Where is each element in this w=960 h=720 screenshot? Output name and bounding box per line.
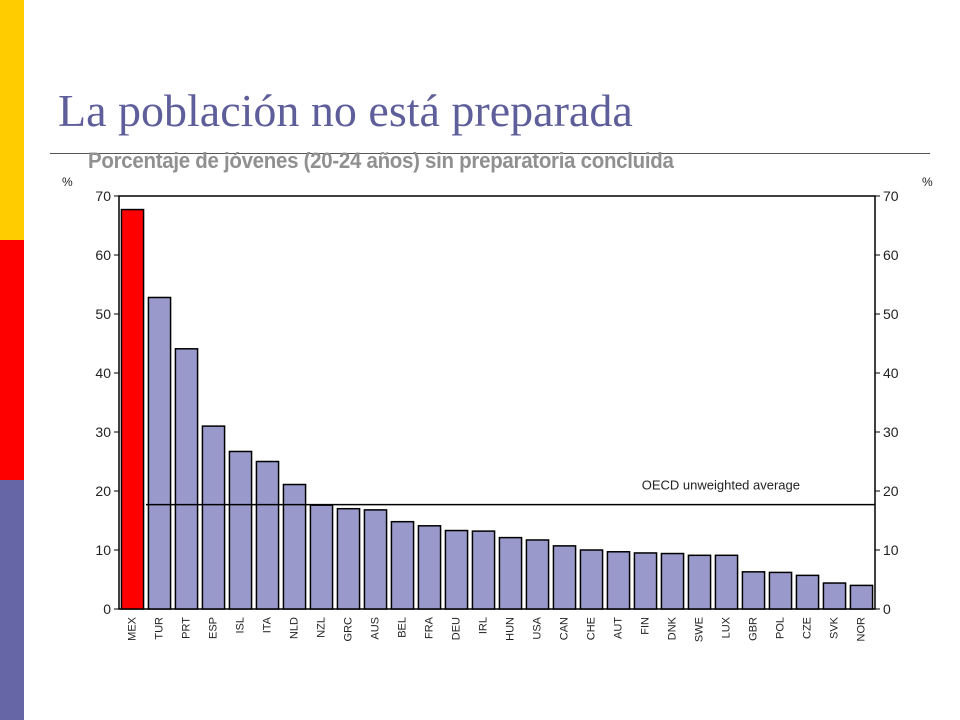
bar-pol	[768, 571, 793, 610]
x-tick-label: LUX	[720, 616, 732, 638]
bar-nor	[849, 584, 874, 610]
x-tick-label: CHE	[585, 617, 597, 640]
slide-title: La población no está preparada	[58, 85, 633, 136]
y-tick-label-left: 50	[95, 306, 111, 322]
x-tick-label: IRL	[477, 617, 489, 634]
bar-aus	[363, 509, 388, 610]
x-tick-label: AUS	[369, 617, 381, 640]
y-tick-label-right: 50	[883, 306, 899, 322]
y-tick-label-left: 60	[95, 247, 111, 263]
x-tick-label: USA	[531, 616, 543, 639]
y-tick-label-left: 40	[95, 365, 111, 381]
y-tick-label-right: 0	[883, 601, 891, 617]
x-tick-label: ITA	[261, 616, 273, 633]
x-tick-label: FRA	[423, 616, 435, 639]
bar-esp	[201, 425, 226, 610]
x-tick-label: BEL	[396, 617, 408, 638]
y-tick-label-right: 30	[883, 424, 899, 440]
bar-irl	[471, 530, 496, 610]
bar-can	[552, 545, 577, 610]
bar-lux	[714, 554, 739, 610]
bar-bel	[390, 520, 415, 610]
x-tick-label: CAN	[558, 617, 570, 640]
x-tick-label: HUN	[504, 617, 516, 641]
accent-bar-yellow	[0, 0, 24, 240]
accent-bar-red	[0, 240, 24, 480]
x-tick-label: DNK	[666, 616, 678, 640]
x-tick-label: PRT	[180, 617, 192, 639]
y-tick-label-left: 30	[95, 424, 111, 440]
x-tick-label: POL	[774, 617, 786, 639]
x-tick-label: GRC	[342, 617, 354, 642]
x-tick-label: NZL	[315, 617, 327, 638]
x-tick-label: AUT	[612, 617, 624, 639]
x-tick-label: GBR	[747, 617, 759, 641]
y-tick-label-left: 0	[103, 601, 111, 617]
bar-aut	[606, 551, 631, 610]
bar-grc	[336, 507, 361, 610]
bar-gbr	[741, 571, 766, 610]
y-tick-label-right: 60	[883, 247, 899, 263]
x-tick-label: NOR	[855, 617, 867, 642]
x-tick-label: ESP	[207, 617, 219, 639]
y-tick-label-left: 10	[95, 542, 111, 558]
bar-nzl	[309, 504, 334, 610]
x-tick-label: ISL	[234, 617, 246, 634]
bar-swe	[687, 554, 712, 610]
chart-title: Porcentaje de jóvenes (20-24 años) sin p…	[88, 148, 674, 173]
bar-fra	[417, 525, 442, 610]
bar-tur	[147, 296, 172, 610]
bar-fin	[633, 552, 658, 610]
y-tick-label-right: 70	[883, 188, 899, 204]
x-tick-label: TUR	[153, 617, 165, 640]
title-rule	[50, 153, 930, 154]
reference-line-label: OECD unweighted average	[642, 478, 800, 493]
y-tick-label-left: 20	[95, 483, 111, 499]
bar-deu	[444, 529, 469, 610]
y-unit-right: %	[922, 175, 933, 189]
bar-prt	[174, 348, 199, 610]
bar-svk	[822, 582, 847, 610]
x-tick-label: SVK	[828, 616, 840, 639]
x-tick-label: NLD	[288, 617, 300, 639]
y-unit-left: %	[62, 175, 73, 189]
bar-mex	[120, 208, 145, 610]
x-tick-label: MEX	[126, 616, 138, 641]
accent-bar-blue	[0, 480, 24, 720]
bar-usa	[525, 539, 550, 610]
y-tick-label-right: 20	[883, 483, 899, 499]
bar-nld	[282, 483, 307, 610]
y-tick-label-right: 40	[883, 365, 899, 381]
bar-isl	[228, 450, 253, 610]
bar-cze	[795, 574, 820, 610]
plot-frame	[118, 195, 876, 610]
bar-che	[579, 549, 604, 610]
bar-dnk	[660, 552, 685, 610]
y-tick-label-right: 10	[883, 542, 899, 558]
y-tick-label-left: 70	[95, 188, 111, 204]
x-tick-label: FIN	[639, 617, 651, 635]
bar-hun	[498, 536, 523, 610]
x-tick-label: CZE	[801, 617, 813, 639]
x-tick-label: SWE	[693, 617, 705, 642]
x-tick-label: DEU	[450, 617, 462, 640]
bar-ita	[255, 460, 280, 610]
